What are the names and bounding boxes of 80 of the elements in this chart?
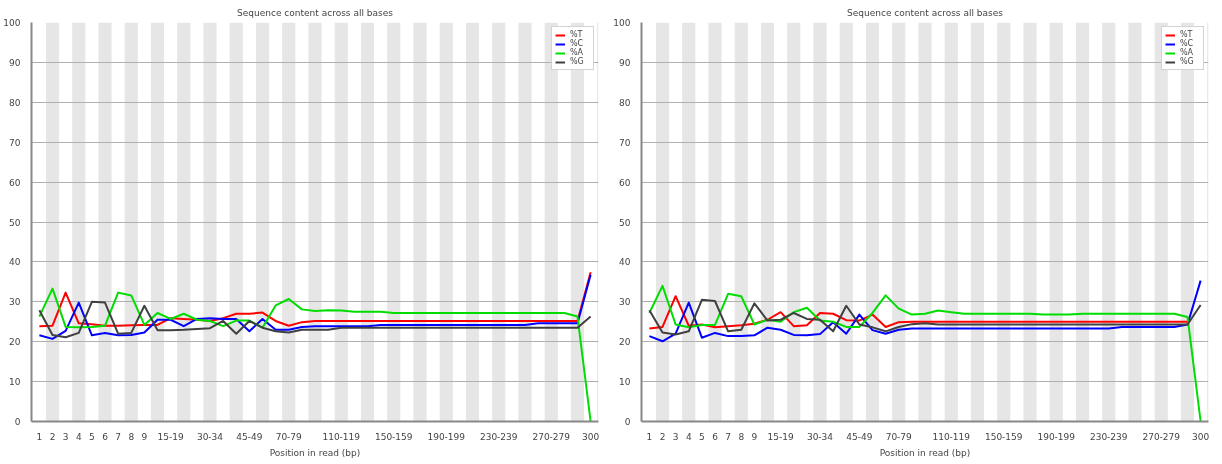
y-tick-label: 50	[619, 217, 631, 228]
x-tick-label: 190-199	[427, 431, 466, 442]
y-tick-label: 30	[619, 297, 631, 308]
y-tick-label: 90	[9, 57, 21, 68]
x-tick-label: 110-119	[322, 431, 361, 442]
x-tick-label: 5	[89, 431, 95, 442]
legend-label: %C	[1180, 39, 1195, 48]
y-tick-label: 70	[619, 137, 631, 148]
x-tick-label: 5	[699, 431, 705, 442]
legend-label: %C	[570, 39, 585, 48]
x-tick-label: 8	[128, 431, 135, 442]
legend-label: %T	[1180, 30, 1194, 39]
legend-label: %G	[570, 57, 585, 66]
x-tick-label: 4	[685, 431, 692, 442]
x-tick-label: 2	[659, 431, 666, 442]
x-tick-label: 70-79	[885, 431, 913, 442]
x-tick-label: 9	[751, 431, 758, 442]
x-tick-label: 230-239	[479, 431, 518, 442]
x-tick-label: 230-239	[1089, 431, 1128, 442]
y-tick-label: 60	[619, 177, 631, 188]
line-series	[648, 284, 1202, 422]
line-series	[38, 271, 592, 328]
y-tick-label: 90	[619, 57, 631, 68]
chart-title: Sequence content across all bases	[847, 7, 1004, 18]
x-tick-label: 30-34	[196, 431, 224, 442]
y-tick-label: 70	[9, 137, 21, 148]
x-tick-label: 15-19	[767, 431, 794, 442]
line-series	[648, 298, 1202, 336]
x-tick-label: 70-79	[275, 431, 303, 442]
x-tick-label: 300	[582, 431, 600, 442]
y-tick-label: 50	[9, 217, 21, 228]
legend-label: %A	[570, 48, 585, 57]
y-tick-label: 0	[624, 417, 631, 427]
x-tick-label: 7	[725, 431, 731, 442]
x-tick-label: 15-19	[157, 431, 184, 442]
x-tick-label: 9	[141, 431, 148, 442]
y-tick-label: 60	[9, 177, 21, 188]
line-series	[648, 295, 1189, 330]
x-tick-label: 6	[712, 431, 719, 442]
x-tick-label: 1	[646, 431, 653, 442]
chart-title: Sequence content across all bases	[237, 7, 394, 18]
y-tick-label: 40	[619, 257, 631, 268]
x-tick-label: 110-119	[932, 431, 971, 442]
y-tick-label: 40	[9, 257, 21, 268]
x-tick-label: 6	[102, 431, 109, 442]
x-tick-label: 30-34	[806, 431, 834, 442]
y-tick-label: 20	[619, 337, 631, 348]
x-tick-label: 300	[1192, 431, 1210, 442]
x-tick-label: 45-49	[846, 431, 873, 442]
x-tick-label: 150-159	[984, 431, 1023, 442]
y-tick-label: 0	[14, 417, 21, 427]
legend-label: %G	[1180, 57, 1195, 66]
x-tick-label: 2	[49, 431, 56, 442]
y-tick-label: 30	[9, 297, 21, 308]
y-tick-label: 80	[619, 97, 631, 108]
x-tick-label: 3	[672, 431, 679, 442]
x-tick-label: 3	[62, 431, 69, 442]
x-tick-label: 7	[115, 431, 121, 442]
x-tick-label: 1	[36, 431, 43, 442]
legend-label: %A	[1180, 48, 1195, 57]
y-tick-label: 100	[613, 18, 631, 28]
line-series	[38, 273, 592, 340]
y-tick-label: 80	[9, 97, 21, 108]
x-tick-label: 4	[75, 431, 82, 442]
y-tick-label: 10	[619, 377, 631, 388]
x-tick-label: 150-159	[374, 431, 413, 442]
line-series	[38, 300, 592, 339]
y-tick-label: 10	[9, 377, 21, 388]
x-tick-label: 270-279	[532, 431, 571, 442]
x-tick-label: 45-49	[236, 431, 263, 442]
y-tick-label: 20	[9, 337, 21, 348]
y-tick-label: 100	[3, 18, 21, 28]
x-axis-title: Position in read (bp)	[879, 447, 971, 458]
x-axis-title: Position in read (bp)	[269, 447, 361, 458]
legend-label: %T	[570, 30, 584, 39]
line-series	[648, 279, 1202, 343]
line-series	[38, 287, 592, 422]
x-tick-label: 270-279	[1142, 431, 1181, 442]
x-tick-label: 190-199	[1037, 431, 1076, 442]
x-tick-label: 8	[738, 431, 745, 442]
